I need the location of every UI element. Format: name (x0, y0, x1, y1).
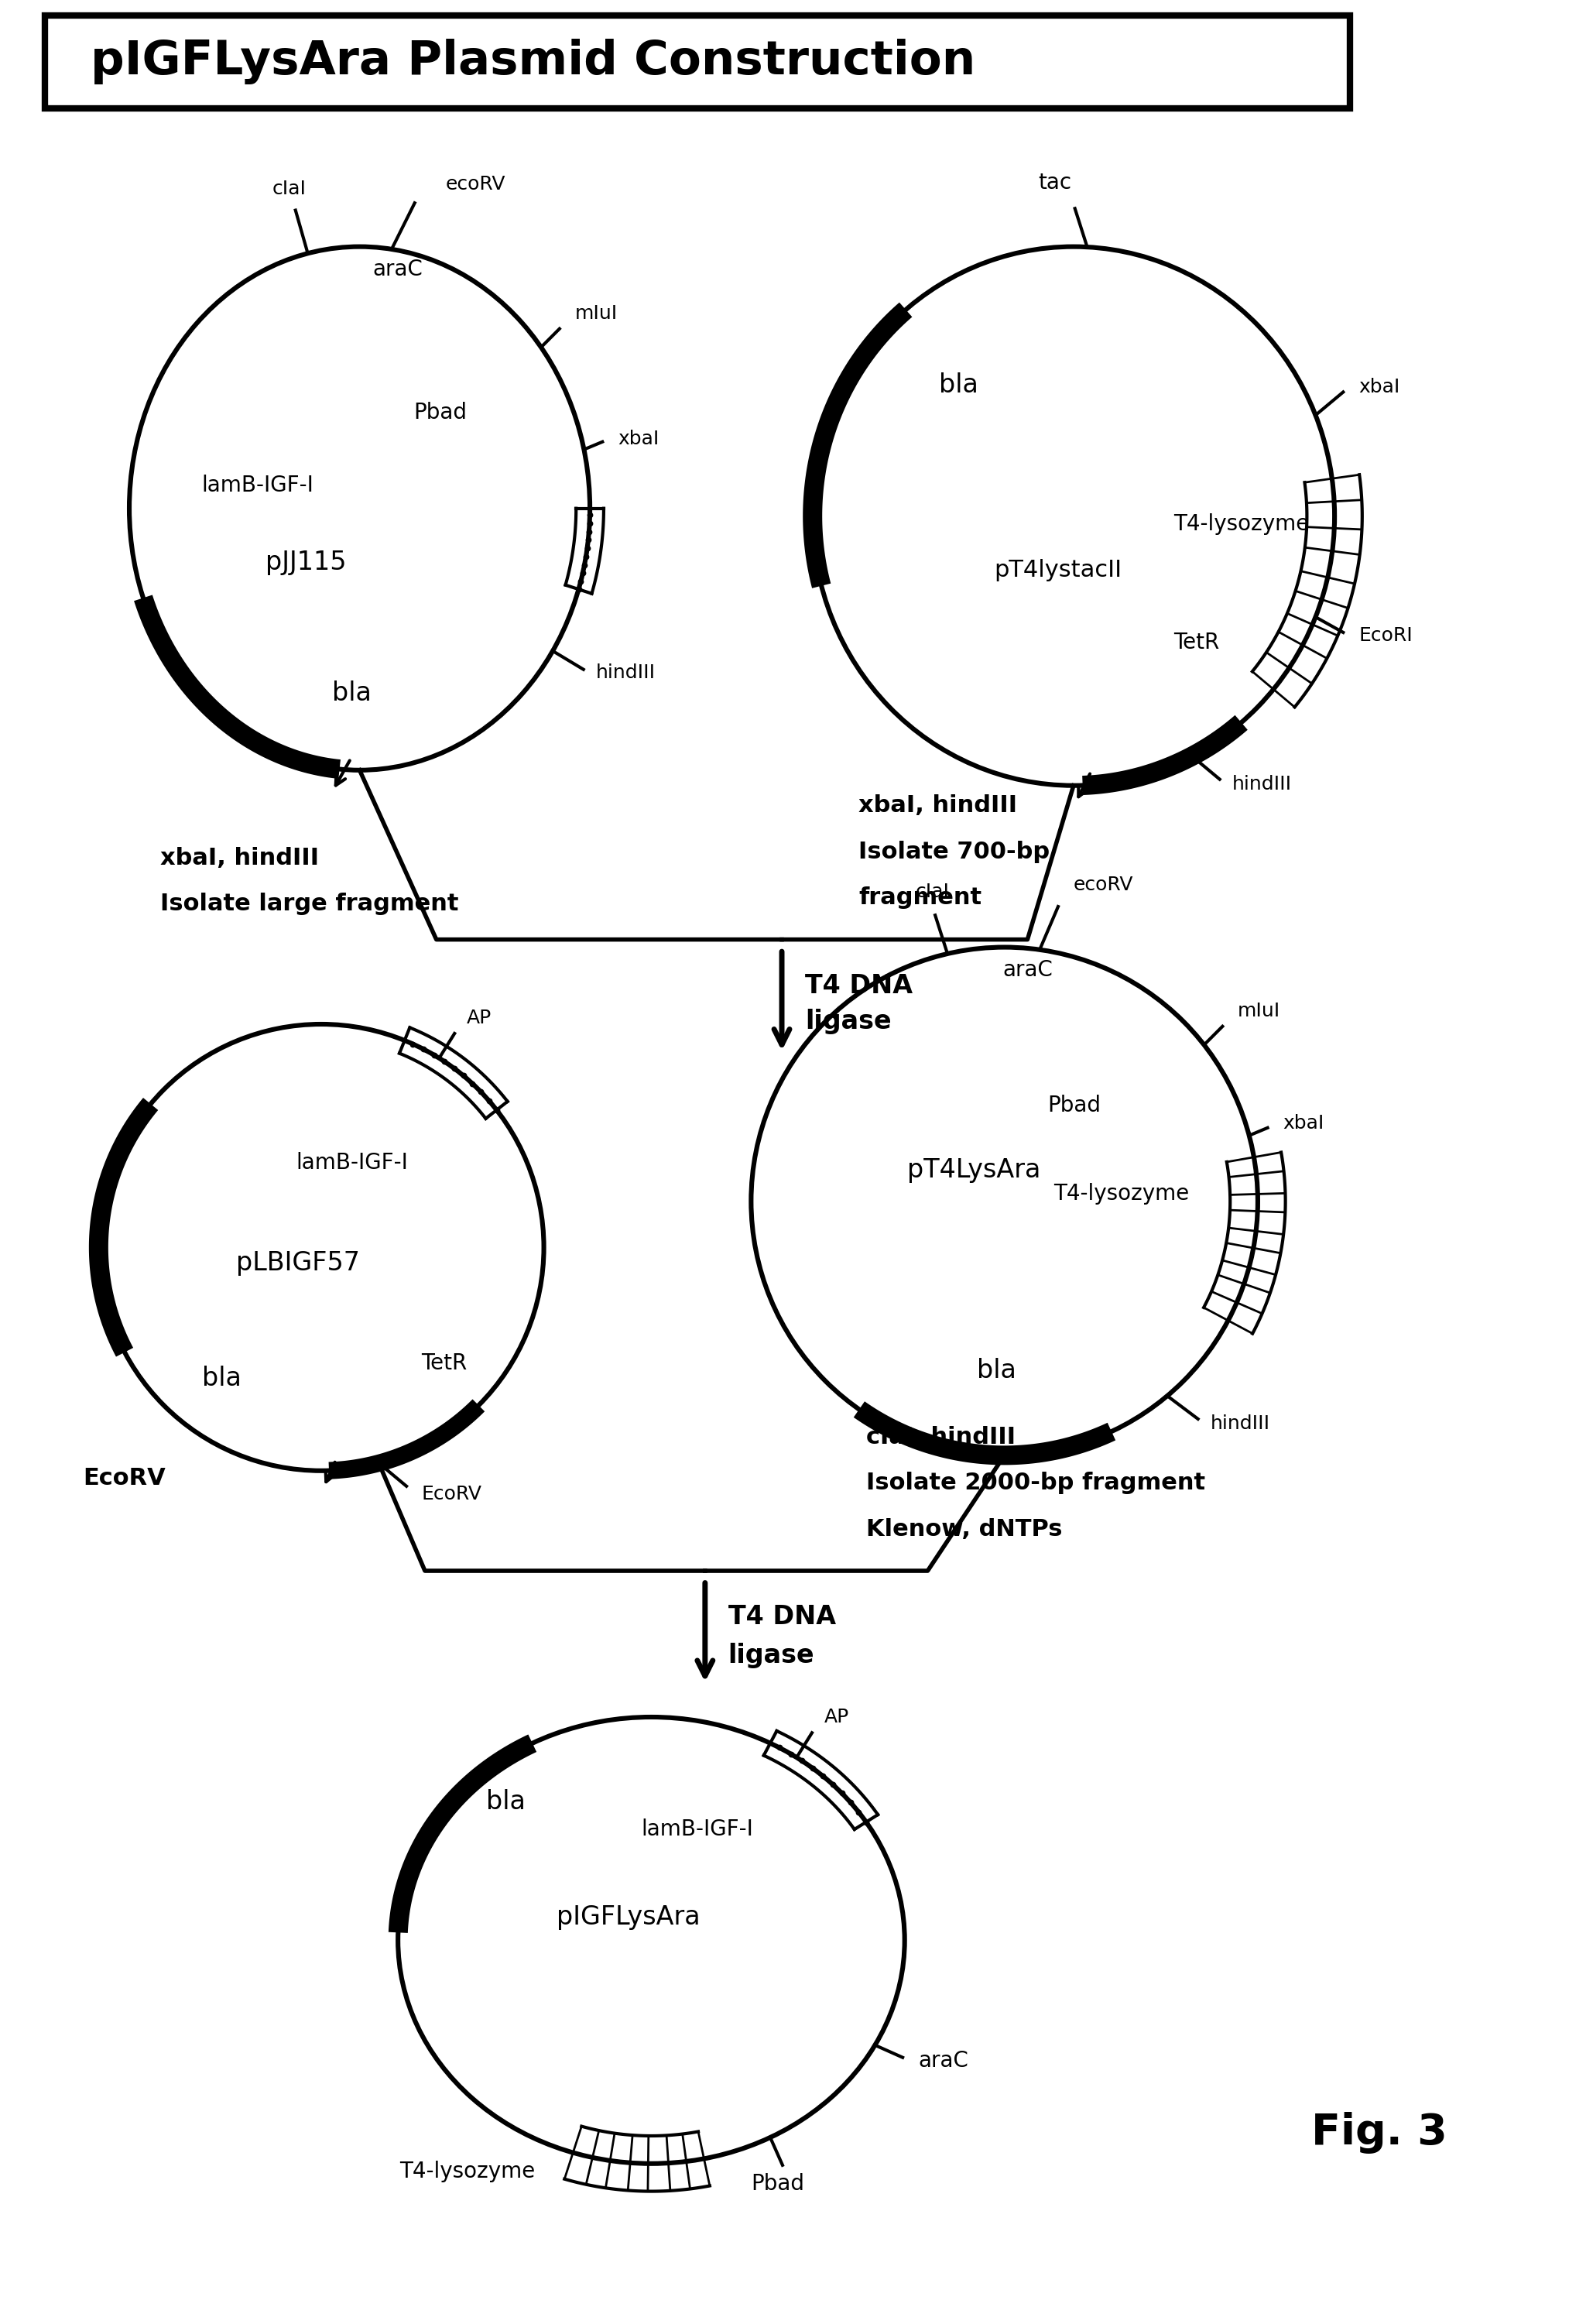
Text: hindIII: hindIII (596, 662, 656, 681)
Text: hindIII: hindIII (1210, 1415, 1269, 1434)
Text: xbaI, hindIII: xbaI, hindIII (858, 795, 1017, 816)
Text: EcoRV: EcoRV (83, 1466, 166, 1490)
Text: lamB-IGF-I: lamB-IGF-I (201, 474, 314, 495)
Text: pLBIGF57: pLBIGF57 (237, 1250, 361, 1276)
Text: Isolate 700-bp: Isolate 700-bp (858, 841, 1050, 862)
Text: araC: araC (918, 2050, 968, 2071)
Text: AP: AP (824, 1708, 849, 1727)
Text: hindIII: hindIII (1232, 774, 1291, 792)
Text: T4-lysozyme: T4-lysozyme (399, 2161, 535, 2182)
Text: araC: araC (1003, 960, 1053, 981)
Text: bla: bla (938, 372, 977, 397)
Text: xbaI: xbaI (1359, 379, 1400, 397)
Text: pT4LysAra: pT4LysAra (907, 1157, 1040, 1183)
Text: EcoRV: EcoRV (422, 1485, 482, 1504)
Text: TetR: TetR (1174, 632, 1219, 653)
Text: pIGFLysAra: pIGFLysAra (557, 1903, 700, 1929)
Text: Fig. 3: Fig. 3 (1312, 2113, 1448, 2154)
Text: Pbad: Pbad (752, 2173, 805, 2194)
Text: araC: araC (373, 258, 424, 281)
Text: pT4lystacII: pT4lystacII (995, 558, 1122, 581)
Text: pIGFLysAra Plasmid Construction: pIGFLysAra Plasmid Construction (91, 40, 976, 84)
Text: Isolate 2000-bp fragment: Isolate 2000-bp fragment (866, 1471, 1205, 1494)
Bar (46, 16, 1349, 109)
Text: Isolate large fragment: Isolate large fragment (160, 892, 458, 916)
Text: cIaI: cIaI (273, 179, 306, 198)
Text: lamB-IGF-I: lamB-IGF-I (642, 1820, 753, 1841)
Text: TetR: TetR (420, 1353, 468, 1373)
Text: ligase: ligase (805, 1009, 891, 1034)
Text: AP: AP (468, 1009, 491, 1027)
Text: pJJ115: pJJ115 (265, 548, 347, 574)
Text: T4-lysozyme: T4-lysozyme (1053, 1183, 1189, 1204)
Text: bla: bla (202, 1367, 242, 1392)
Text: tac: tac (1039, 172, 1072, 193)
Text: T4 DNA: T4 DNA (805, 974, 913, 999)
Text: xbaI: xbaI (618, 430, 659, 449)
Text: Pbad: Pbad (413, 402, 466, 423)
Text: xbaI, hindIII: xbaI, hindIII (160, 846, 319, 869)
Text: bla: bla (333, 681, 372, 706)
Text: mIuI: mIuI (1238, 1002, 1280, 1020)
Text: Pbad: Pbad (1048, 1095, 1101, 1116)
Text: ecoRV: ecoRV (446, 174, 505, 193)
Text: Klenow, dNTPs: Klenow, dNTPs (866, 1518, 1062, 1541)
Text: mIuI: mIuI (574, 304, 618, 323)
Text: T4 DNA: T4 DNA (728, 1604, 836, 1629)
Text: xbaI: xbaI (1283, 1113, 1324, 1132)
Text: lamB-IGF-I: lamB-IGF-I (297, 1153, 408, 1174)
Text: ecoRV: ecoRV (1073, 876, 1133, 895)
Text: EcoRI: EcoRI (1359, 625, 1412, 644)
Text: cIaI, hindIII: cIaI, hindIII (866, 1425, 1015, 1448)
Text: T4-lysozyme: T4-lysozyme (1174, 514, 1309, 535)
Text: fragment: fragment (858, 888, 982, 909)
Text: bla: bla (977, 1357, 1017, 1383)
Text: ligase: ligase (728, 1643, 814, 1669)
Text: bla: bla (486, 1789, 526, 1815)
Text: cIaI: cIaI (915, 883, 949, 902)
